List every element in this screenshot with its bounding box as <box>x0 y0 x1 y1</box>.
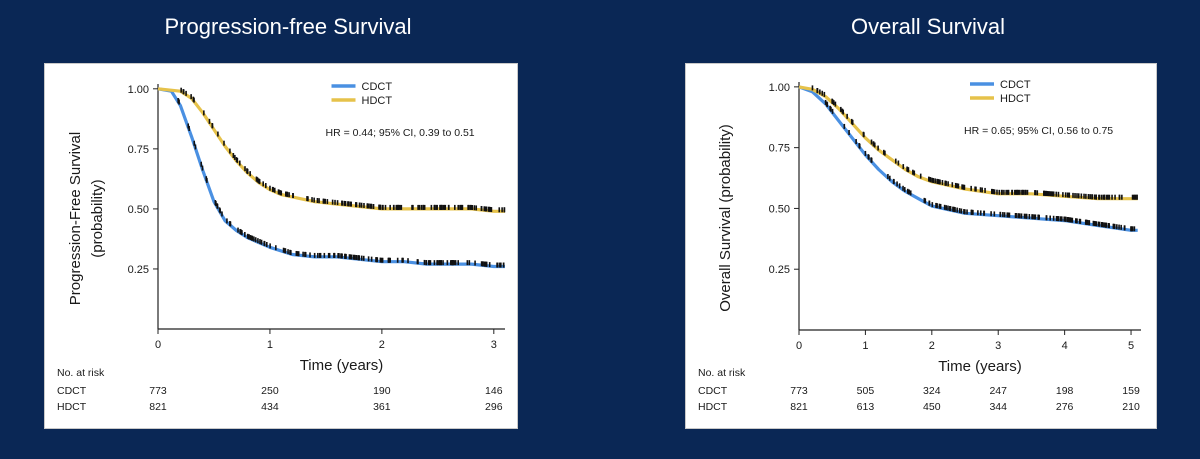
os-risk-cell: 450 <box>923 401 941 413</box>
os-risk-cell: 159 <box>1122 385 1140 397</box>
pfs-y-tick-label: 0.25 <box>128 264 149 276</box>
os-risk-row-label: HDCT <box>698 401 728 413</box>
os-y-axis-title: Overall Survival (probability) <box>717 124 734 312</box>
os-x-tick-label: 0 <box>796 340 802 352</box>
pfs-km-chart: 0.25 0.50 0.75 1.00 0 1 2 3 Time (years) Progress… <box>57 81 506 413</box>
pfs-cdct-curve <box>157 87 505 269</box>
os-legend-label-hdct: HDCT <box>1000 93 1031 105</box>
os-x-tick-label: 2 <box>929 340 935 352</box>
pfs-risk-cell: 250 <box>261 385 279 397</box>
pfs-y-tick-label: 0.50 <box>128 204 149 216</box>
os-risk-cell: 613 <box>857 401 875 413</box>
pfs-risk-table-label: No. at risk <box>57 367 105 379</box>
os-hr-annotation: HR = 0.65; 95% CI, 0.56 to 0.75 <box>964 125 1113 137</box>
pfs-y-axis-title: (probability) <box>89 179 106 257</box>
os-risk-cell: 344 <box>989 401 1007 413</box>
pfs-y-axis-title: Progression-Free Survival <box>67 132 84 305</box>
pfs-x-tick-label: 3 <box>491 339 497 351</box>
os-y-tick-label: 0.50 <box>769 203 790 215</box>
pfs-y-tick-label: 0.75 <box>128 144 149 156</box>
pfs-risk-cell: 434 <box>261 401 279 413</box>
os-chart-card: 0.25 0.50 0.75 1.00 0 1 2 3 4 5 Time (years) Overal… <box>685 63 1157 429</box>
os-risk-cell: 505 <box>857 385 875 397</box>
os-cdct-curve <box>798 85 1138 232</box>
os-risk-cell: 821 <box>790 401 808 413</box>
pfs-risk-cell: 146 <box>485 385 503 397</box>
os-risk-cell: 324 <box>923 385 941 397</box>
os-hdct-curve <box>798 85 1138 201</box>
os-risk-cell: 773 <box>790 385 808 397</box>
pfs-risk-row-label: HDCT <box>57 401 87 413</box>
pfs-risk-cell: 361 <box>373 401 391 413</box>
os-risk-row-label: CDCT <box>698 385 728 397</box>
pfs-legend-label-hdct: HDCT <box>362 95 393 107</box>
pfs-censor-marks <box>177 87 506 268</box>
pfs-y-tick-label: 1.00 <box>128 84 149 96</box>
os-x-tick-label: 1 <box>862 340 868 352</box>
pfs-panel-title: Progression-free Survival <box>164 14 412 39</box>
os-y-tick-label: 1.00 <box>769 82 790 94</box>
os-risk-table-label: No. at risk <box>698 367 746 379</box>
pfs-x-axis-title: Time (years) <box>300 357 384 374</box>
pfs-risk-row-label: CDCT <box>57 385 87 397</box>
pfs-risk-cell: 296 <box>485 401 503 413</box>
os-risk-cell: 247 <box>989 385 1007 397</box>
os-risk-cell: 198 <box>1056 385 1074 397</box>
os-x-axis-title: Time (years) <box>938 358 1022 375</box>
os-legend-label-cdct: CDCT <box>1000 79 1031 91</box>
pfs-legend-label-cdct: CDCT <box>362 81 393 93</box>
os-censor-marks <box>811 85 1138 232</box>
pfs-risk-cell: 773 <box>149 385 167 397</box>
pfs-x-tick-label: 1 <box>267 339 273 351</box>
os-y-tick-label: 0.75 <box>769 143 790 155</box>
pfs-risk-cell: 821 <box>149 401 167 413</box>
os-km-chart: 0.25 0.50 0.75 1.00 0 1 2 3 4 5 Time (years) Overal… <box>698 79 1141 413</box>
os-risk-cell: 276 <box>1056 401 1074 413</box>
os-x-tick-label: 5 <box>1128 340 1134 352</box>
pfs-hr-annotation: HR = 0.44; 95% CI, 0.39 to 0.51 <box>326 127 475 139</box>
pfs-x-tick-label: 2 <box>379 339 385 351</box>
os-panel-title: Overall Survival <box>850 14 1006 39</box>
os-risk-cell: 210 <box>1122 401 1140 413</box>
os-y-tick-label: 0.25 <box>769 264 790 276</box>
os-x-tick-label: 3 <box>995 340 1001 352</box>
os-x-tick-label: 4 <box>1062 340 1068 352</box>
pfs-risk-cell: 190 <box>373 385 391 397</box>
pfs-chart-card: 0.25 0.50 0.75 1.00 0 1 2 3 Time (years) Progress… <box>44 63 518 429</box>
pfs-x-tick-label: 0 <box>155 339 161 351</box>
